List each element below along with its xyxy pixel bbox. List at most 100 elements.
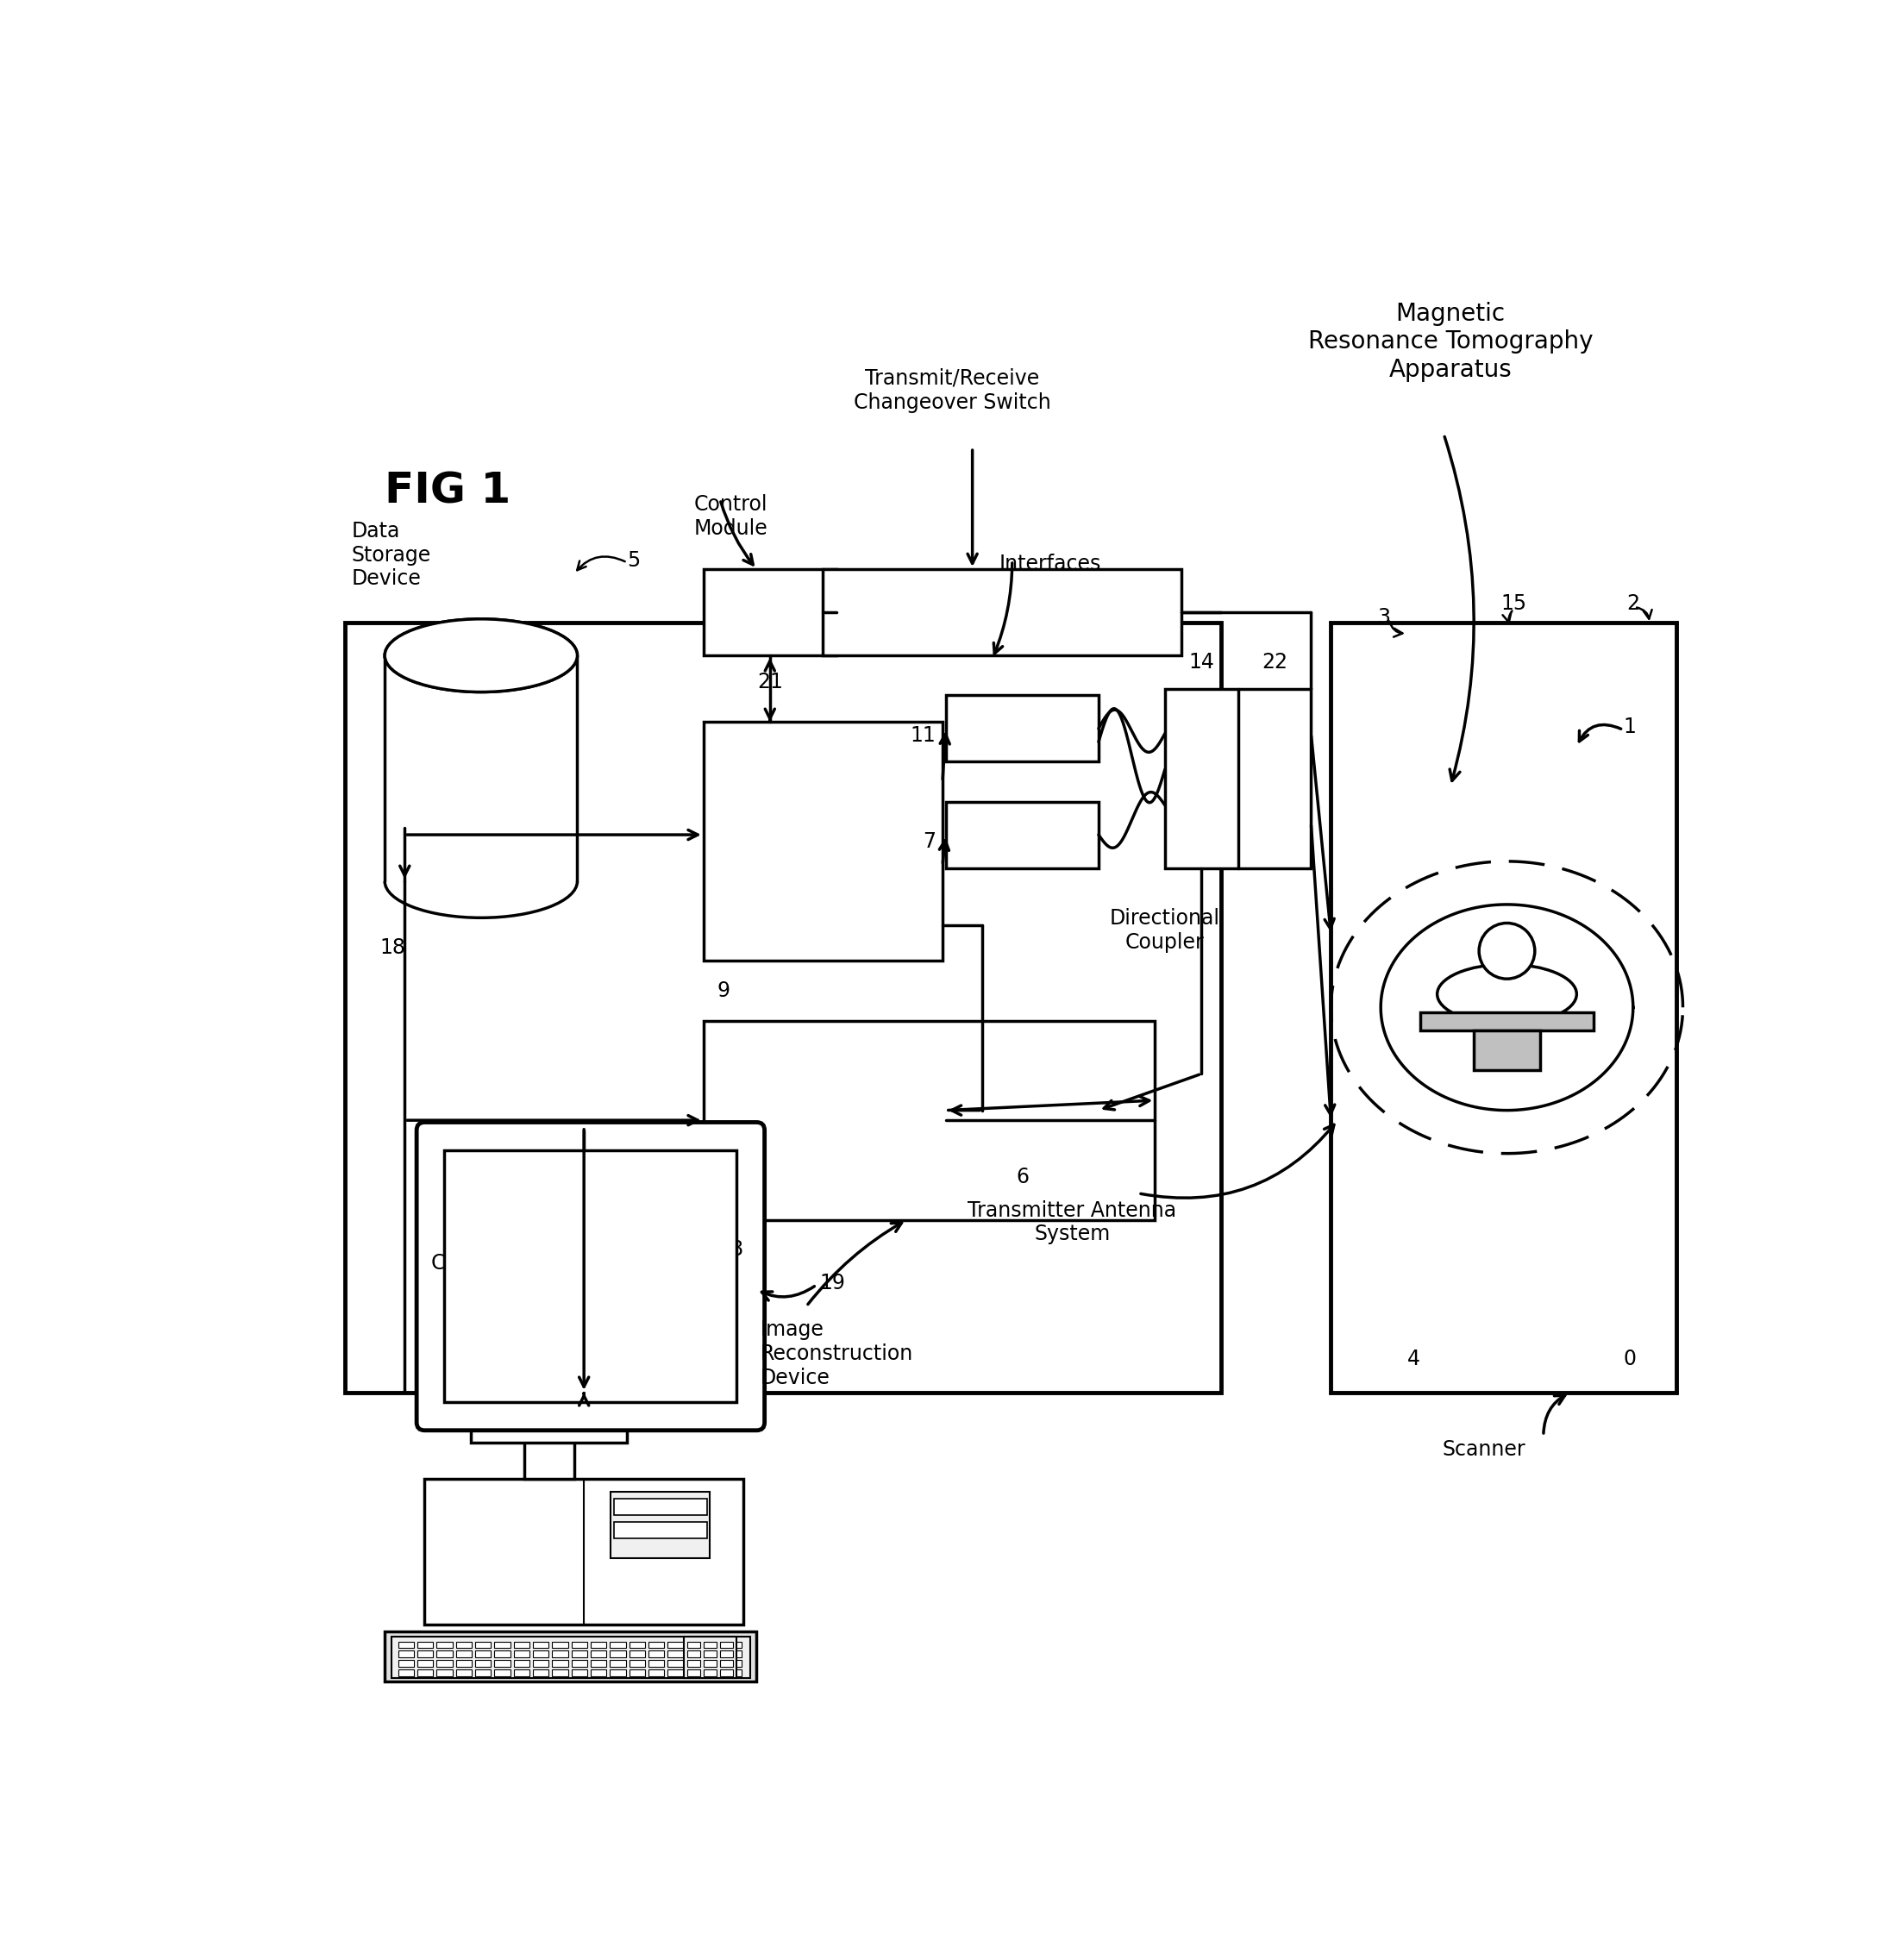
Bar — [1473, 1031, 1539, 1070]
Bar — [687, 1670, 702, 1676]
Ellipse shape — [385, 619, 577, 692]
Bar — [418, 1641, 433, 1648]
Bar — [719, 1641, 733, 1648]
Bar — [533, 1650, 549, 1658]
Bar — [719, 1660, 733, 1666]
Bar — [590, 1650, 607, 1658]
Text: Control
Module: Control Module — [693, 494, 767, 539]
Bar — [706, 1641, 721, 1648]
Text: 6: 6 — [1015, 1166, 1029, 1188]
Bar — [668, 1660, 683, 1666]
Text: 0: 0 — [1623, 1348, 1636, 1370]
Text: FIG 1: FIG 1 — [385, 470, 511, 512]
Text: 2: 2 — [1627, 594, 1640, 613]
Bar — [945, 696, 1099, 762]
Bar — [1165, 688, 1312, 868]
Bar — [609, 1660, 626, 1666]
Bar — [945, 1074, 1099, 1147]
Text: 22: 22 — [1262, 653, 1287, 672]
Bar — [493, 1650, 511, 1658]
Bar — [590, 1670, 607, 1676]
Bar — [444, 1151, 736, 1403]
Bar — [418, 1650, 433, 1658]
Bar — [493, 1670, 511, 1676]
Text: Transmit/Receive
Changeover Switch: Transmit/Receive Changeover Switch — [854, 368, 1051, 414]
Bar — [437, 1660, 452, 1666]
Bar — [493, 1660, 511, 1666]
Bar — [437, 1650, 452, 1658]
Bar — [704, 1660, 717, 1666]
Bar — [533, 1670, 549, 1676]
Bar — [649, 1641, 664, 1648]
Bar — [385, 1631, 757, 1682]
Bar — [514, 1670, 530, 1676]
Text: Data
Storage
Device: Data Storage Device — [351, 521, 431, 590]
Text: Magnetic
Resonance Tomography
Apparatus: Magnetic Resonance Tomography Apparatus — [1308, 302, 1592, 382]
Bar — [474, 1641, 492, 1648]
Bar — [725, 1660, 742, 1666]
Bar — [668, 1650, 683, 1658]
Bar — [725, 1641, 742, 1648]
Bar — [590, 1660, 607, 1666]
Bar — [437, 1641, 452, 1648]
Bar — [628, 1660, 645, 1666]
Bar — [552, 1670, 568, 1676]
Text: Image
Reconstruction
Device: Image Reconstruction Device — [759, 1319, 913, 1388]
Bar — [399, 1650, 414, 1658]
Bar — [524, 1439, 573, 1478]
Bar — [945, 802, 1099, 868]
Bar — [719, 1670, 733, 1676]
Bar — [474, 1650, 492, 1658]
Bar — [418, 1660, 433, 1666]
Bar — [471, 1419, 626, 1443]
Bar — [649, 1670, 664, 1676]
Text: 14: 14 — [1188, 653, 1215, 672]
Bar — [456, 1660, 473, 1666]
Bar — [725, 1650, 742, 1658]
Bar — [706, 1670, 721, 1676]
Bar — [437, 1670, 452, 1676]
Bar — [668, 1670, 683, 1676]
Bar — [687, 1660, 700, 1666]
Bar — [533, 1641, 549, 1648]
Bar — [668, 1641, 683, 1648]
Bar — [725, 1670, 742, 1676]
Bar — [1420, 1011, 1592, 1031]
Bar — [514, 1641, 530, 1648]
Bar — [706, 1650, 721, 1658]
Bar — [609, 1641, 626, 1648]
Bar — [456, 1641, 473, 1648]
Text: 15: 15 — [1501, 594, 1526, 613]
Bar — [687, 1650, 702, 1658]
Bar — [687, 1641, 700, 1648]
Bar — [399, 1641, 414, 1648]
Bar — [609, 1650, 626, 1658]
Bar — [474, 1670, 492, 1676]
Bar — [687, 1641, 702, 1648]
Text: 8: 8 — [731, 1239, 744, 1260]
Bar — [628, 1650, 645, 1658]
Bar — [571, 1660, 586, 1666]
Bar — [493, 1641, 511, 1648]
Text: Scanner: Scanner — [1442, 1439, 1526, 1460]
Bar — [514, 1660, 530, 1666]
Text: 7: 7 — [922, 831, 936, 853]
Bar — [514, 1650, 530, 1658]
Bar — [683, 1637, 736, 1678]
Bar — [399, 1670, 414, 1676]
Bar — [418, 1670, 433, 1676]
Bar — [613, 1499, 706, 1515]
Text: 4: 4 — [1408, 1348, 1420, 1370]
Bar — [552, 1660, 568, 1666]
Bar — [425, 1478, 744, 1625]
Bar — [649, 1650, 664, 1658]
Bar — [474, 1660, 492, 1666]
Bar — [824, 568, 1182, 655]
Bar — [706, 1660, 721, 1666]
Bar — [687, 1660, 702, 1666]
Bar — [628, 1641, 645, 1648]
Text: 1: 1 — [1623, 715, 1636, 737]
Bar — [687, 1670, 700, 1676]
Bar — [609, 1670, 626, 1676]
Bar — [571, 1670, 586, 1676]
